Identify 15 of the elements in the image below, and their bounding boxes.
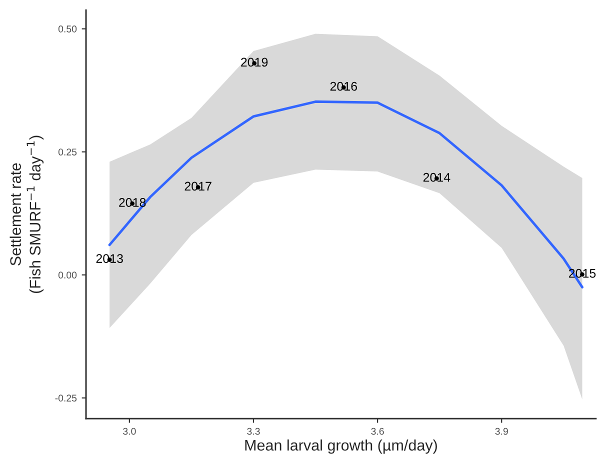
y-tick-label: -0.25 <box>55 394 77 402</box>
annotation: 2017 <box>184 182 212 191</box>
x-axis-title: Mean larval growth (µm/day) <box>245 439 437 454</box>
annotation: 2019 <box>241 58 268 67</box>
y-axis-title: Settlement rate (Fish SMURF$^{−1}$ day$^{−1}$) <box>10 136 44 294</box>
x-tick-label: 3.0 <box>123 428 136 435</box>
y-tick-label: 0.00 <box>58 272 77 279</box>
annotation: 2016 <box>330 82 357 91</box>
annotation: 2014 <box>423 172 450 182</box>
x-tick-label: 3.9 <box>495 428 508 435</box>
x-tick-label: 3.3 <box>247 428 260 435</box>
y-tick-label: 0.50 <box>58 26 77 32</box>
y-tick-label: 0.25 <box>58 148 77 156</box>
x-tick-label: 3.6 <box>371 428 384 435</box>
annotation: 2013 <box>96 254 123 263</box>
